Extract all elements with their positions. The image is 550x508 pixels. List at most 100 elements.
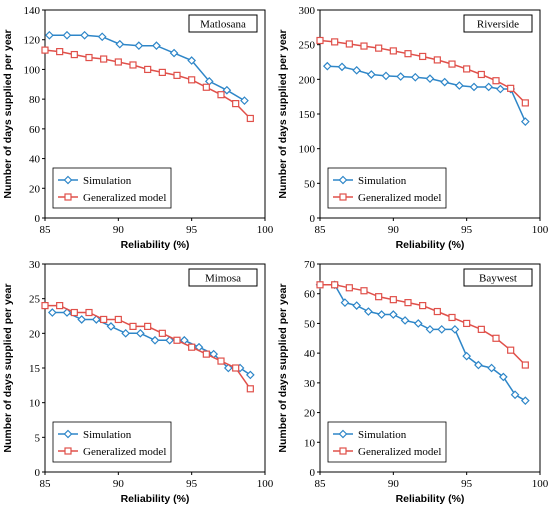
data-point-simulation — [62, 30, 72, 40]
data-point-generalized-model — [448, 60, 456, 68]
x-tick-label: 90 — [113, 224, 125, 236]
data-point-simulation — [425, 325, 435, 334]
y-tick-label: 50 — [304, 318, 316, 330]
data-point-simulation — [462, 351, 472, 361]
panel-title: Mimosa — [205, 273, 241, 285]
data-point-generalized-model — [433, 56, 441, 64]
data-point-simulation — [520, 117, 530, 126]
y-tick-label: 0 — [310, 213, 316, 225]
data-point-simulation — [222, 85, 232, 95]
data-point-simulation — [169, 48, 179, 58]
data-point-simulation — [450, 325, 460, 334]
x-tick-label: 95 — [461, 478, 473, 490]
chart-svg: 0 5 10 15 20 25 30 85 90 95 100 Reliability (%) Numb… — [2, 259, 274, 505]
data-point-simulation — [62, 308, 72, 317]
y-tick-label: 30 — [29, 259, 41, 271]
legend-label: Generalized model — [83, 192, 166, 204]
data-point-generalized-model — [85, 53, 93, 62]
data-point-generalized-model — [463, 65, 471, 73]
data-point-generalized-model — [492, 334, 500, 342]
data-point-simulation — [77, 315, 87, 324]
chart-svg: 0 50 100 150 200 250 300 85 90 95 100 Reliability (… — [277, 5, 549, 251]
x-tick-label: 100 — [257, 478, 274, 490]
data-point-generalized-model — [375, 293, 383, 301]
panel-title-box — [188, 14, 258, 33]
y-tick-label: 120 — [24, 35, 41, 47]
data-point-generalized-model — [202, 83, 210, 91]
y-tick-label: 30 — [304, 378, 316, 390]
data-point-simulation — [115, 39, 125, 49]
data-point-generalized-model — [217, 357, 225, 365]
data-point-generalized-model — [331, 38, 339, 46]
legend-marker — [64, 193, 72, 201]
data-point-generalized-model — [129, 61, 137, 69]
data-point-simulation — [484, 82, 494, 92]
legend-marker — [339, 193, 347, 201]
data-point-simulation — [381, 71, 391, 81]
y-tick-label: 60 — [29, 124, 41, 136]
data-point-generalized-model — [100, 55, 108, 63]
legend-marker — [63, 429, 73, 439]
data-point-simulation — [469, 82, 479, 92]
x-tick-label: 90 — [388, 478, 400, 490]
data-point-simulation — [337, 62, 347, 72]
data-point-simulation — [400, 316, 410, 325]
data-point-simulation — [91, 315, 101, 324]
x-axis-label: Reliability (%) — [121, 493, 190, 505]
y-tick-label: 150 — [299, 109, 316, 121]
data-point-simulation — [106, 322, 116, 331]
y-tick-label: 80 — [29, 94, 41, 106]
data-point-generalized-model — [70, 308, 78, 317]
data-point-generalized-model — [232, 99, 240, 108]
data-point-generalized-model — [188, 76, 196, 84]
y-tick-label: 0 — [35, 467, 41, 479]
y-tick-label: 100 — [299, 144, 316, 156]
series-line-generalized-model — [44, 49, 251, 120]
panel-title-box — [463, 268, 533, 287]
data-point-generalized-model — [433, 307, 441, 316]
legend-box — [327, 421, 447, 463]
legend-label: Generalized model — [83, 446, 166, 458]
data-point-generalized-model — [144, 65, 152, 74]
legend-label: Simulation — [83, 429, 132, 441]
data-point-generalized-model — [389, 296, 397, 304]
data-point-simulation — [496, 84, 505, 94]
data-point-generalized-model — [331, 281, 339, 289]
data-point-simulation — [377, 310, 386, 319]
y-tick-label: 10 — [304, 437, 316, 449]
data-point-generalized-model — [477, 325, 485, 333]
data-point-generalized-model — [316, 36, 324, 45]
data-point-simulation — [437, 325, 447, 334]
y-tick-label: 0 — [35, 213, 41, 225]
data-point-generalized-model — [360, 287, 368, 295]
data-point-generalized-model — [404, 299, 412, 307]
data-point-simulation — [240, 96, 249, 105]
data-point-generalized-model — [448, 313, 456, 322]
y-tick-label: 50 — [304, 178, 316, 190]
x-axis-label: Reliability (%) — [121, 239, 190, 251]
x-tick-label: 100 — [257, 224, 274, 236]
data-point-generalized-model — [85, 308, 93, 317]
y-tick-label: 20 — [29, 328, 41, 340]
data-point-generalized-model — [375, 44, 383, 52]
plot-frame — [319, 263, 541, 473]
data-point-simulation — [440, 77, 450, 87]
plot-frame — [44, 9, 266, 219]
legend-label: Simulation — [358, 175, 407, 187]
legend-label: Simulation — [358, 429, 407, 441]
y-tick-label: 250 — [299, 40, 316, 52]
legend-marker — [63, 175, 73, 185]
data-point-simulation — [352, 301, 362, 310]
data-point-simulation — [322, 61, 332, 71]
panel-title: Baywest — [479, 273, 517, 285]
chart-panel-baywest: 0 10 20 30 40 50 60 70 85 90 95 100 Reliability (%) N… — [275, 254, 550, 508]
y-tick-label: 10 — [29, 398, 41, 410]
data-point-simulation — [364, 307, 373, 316]
data-point-generalized-model — [41, 301, 49, 310]
y-axis-label: Number of days supplied per year — [2, 29, 14, 198]
legend-marker — [64, 447, 72, 455]
x-axis-label: Reliability (%) — [396, 239, 465, 251]
data-point-generalized-model — [345, 40, 353, 48]
x-tick-label: 90 — [113, 478, 125, 490]
data-point-generalized-model — [232, 364, 240, 372]
